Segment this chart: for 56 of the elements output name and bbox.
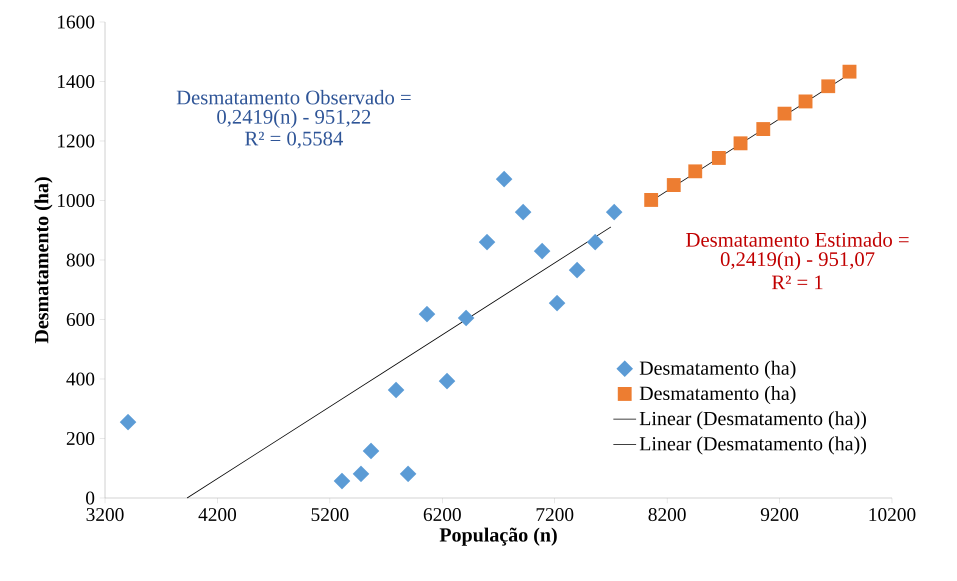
- legend-label: Linear (Desmatamento (ha)): [640, 411, 866, 430]
- legend-label: Desmatamento (ha): [640, 386, 796, 404]
- point: [568, 262, 586, 278]
- y-tick-label: 400: [66, 372, 94, 386]
- point: [334, 472, 350, 490]
- x-tick-label: 9200: [760, 508, 798, 522]
- legend-label: Linear (Desmatamento (ha)): [640, 436, 866, 455]
- point: [418, 306, 436, 322]
- point: [778, 106, 792, 121]
- x-tick-label: 10200: [870, 508, 916, 522]
- point: [798, 94, 812, 108]
- x-tick-label: 3200: [86, 508, 124, 522]
- x-tick-label: 5200: [312, 508, 348, 522]
- y-tick-label: 1000: [58, 194, 94, 208]
- x-tick-label: 4200: [198, 508, 236, 522]
- x-tick-label: 8200: [648, 508, 686, 522]
- point: [120, 414, 136, 430]
- y-tick-label: 1600: [58, 15, 94, 29]
- y-tick-label: 1200: [58, 134, 94, 148]
- point: [688, 164, 702, 178]
- point: [458, 310, 474, 326]
- annotation: Desmatamento Estimado =: [686, 232, 909, 247]
- point: [388, 382, 404, 398]
- point: [821, 79, 836, 94]
- y-tick-label: 1400: [58, 74, 94, 88]
- point: [586, 234, 604, 250]
- point: [362, 442, 380, 460]
- annotation: R² = 0,5584: [245, 132, 343, 148]
- point: [644, 192, 658, 207]
- y-tick-label: 600: [66, 312, 94, 326]
- point: [606, 204, 622, 220]
- annotation: R² = 1: [772, 276, 822, 290]
- point: [514, 204, 532, 220]
- y-tick-label: 800: [66, 253, 94, 267]
- y-tick-label: 0: [86, 491, 94, 505]
- annotation: Desmatamento Observado =: [176, 90, 411, 104]
- x-tick-label: 6200: [424, 508, 461, 522]
- legend-label: Desmatamento (ha): [640, 360, 796, 379]
- point: [400, 466, 416, 482]
- point: [496, 170, 512, 188]
- x-tick-label: 7200: [536, 508, 574, 522]
- point: [438, 372, 456, 390]
- point: [534, 242, 550, 260]
- annotation: 0,2419(n) - 951,22: [217, 109, 370, 128]
- point: [712, 151, 726, 165]
- y-axis-title: Desmatamento (ha): [34, 177, 52, 344]
- point: [548, 294, 566, 312]
- point: [478, 234, 496, 250]
- annotation: 0,2419(n) - 951,07: [720, 252, 874, 270]
- point: [756, 122, 770, 136]
- point: [352, 466, 370, 482]
- point: [842, 64, 856, 79]
- x-axis-title: População (n): [440, 528, 557, 546]
- point: [666, 178, 681, 192]
- point: [734, 136, 748, 150]
- y-tick-label: 200: [66, 432, 94, 446]
